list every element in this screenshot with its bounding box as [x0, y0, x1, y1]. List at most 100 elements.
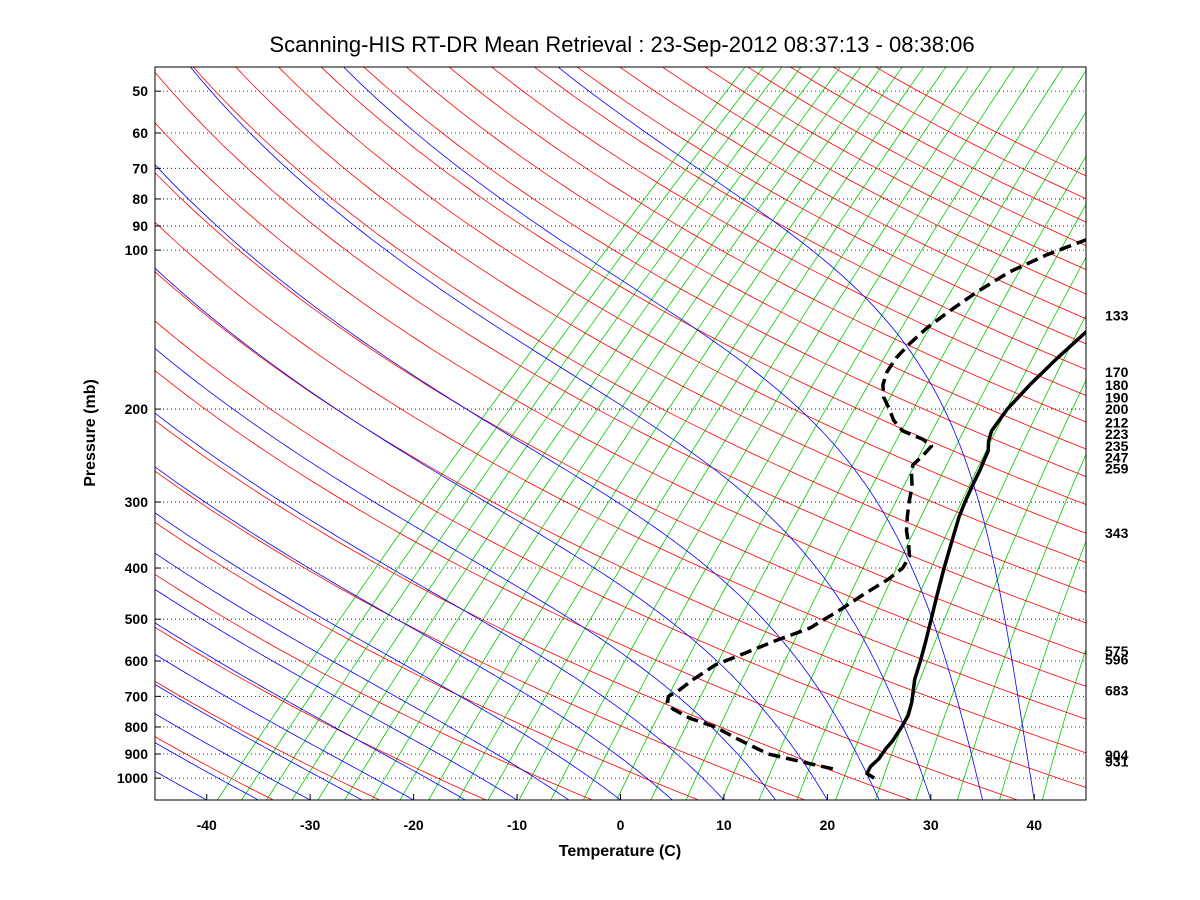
mixing-ratio-line	[371, 67, 861, 800]
mixing-ratio-line	[457, 67, 925, 800]
x-tick-label: 10	[716, 817, 732, 833]
mixing-ratio-line	[758, 155, 1086, 800]
dry-adiabat	[576, 67, 1086, 345]
dry-adiabat	[406, 67, 1086, 450]
mixing-ratio-line	[266, 67, 783, 800]
mixing-ratio-line	[241, 67, 764, 800]
moist-adiabat	[343, 67, 983, 800]
temperature-profile-line	[865, 329, 1086, 780]
dry-adiabat	[155, 470, 805, 800]
mixing-ratio-line	[216, 67, 746, 800]
y-tick-label: 300	[125, 494, 149, 510]
dry-adiabat	[192, 67, 1086, 593]
dry-adiabat	[155, 320, 1086, 788]
moist-adiabat	[155, 466, 673, 800]
mixing-ratio-line	[874, 314, 1086, 800]
dry-adiabat	[747, 67, 1086, 247]
dry-adiabat	[832, 67, 1086, 200]
moist-adiabat	[155, 742, 259, 800]
right-axis-label: 190	[1105, 389, 1129, 405]
mixing-ratio-line	[915, 379, 1086, 800]
right-axis-label: 170	[1105, 364, 1129, 380]
mixing-ratio-line	[550, 67, 992, 800]
dry-adiabat	[534, 67, 1086, 370]
x-axis-ticks: -40 -30 -20 -10 0 10 20 30 40	[197, 794, 1042, 833]
mixing-ratio-line	[583, 67, 1016, 800]
mixing-ratio-line	[721, 111, 1086, 800]
mixing-ratio-line	[650, 67, 1064, 800]
mixing-ratio-line	[796, 203, 1086, 800]
y-tick-label: 80	[132, 191, 148, 207]
y-axis-ticks: 50 60 70 80 90 100 200 300 400 500 600 700 800 900 100…	[117, 83, 161, 786]
dry-adiabat	[155, 573, 593, 800]
mixing-ratio-line	[428, 67, 903, 800]
y-tick-label: 70	[132, 160, 148, 176]
dry-adiabat	[155, 521, 699, 800]
right-axis-label: 596	[1105, 651, 1129, 667]
y-tick-label: 700	[125, 688, 149, 704]
dry-adiabat	[155, 71, 1086, 624]
mixing-ratio-line	[518, 67, 969, 800]
mixing-ratio-line	[344, 67, 841, 800]
right-axis-label: 223	[1105, 426, 1129, 442]
moist-adiabat	[155, 347, 777, 800]
right-axis-label: 575	[1105, 643, 1129, 659]
moist-adiabat	[155, 653, 414, 800]
dry-adiabat	[155, 122, 1086, 655]
dry-adiabat	[662, 67, 1086, 295]
x-tick-label: -30	[300, 817, 320, 833]
y-tick-label: 900	[125, 746, 149, 762]
mixing-ratio-line	[1042, 647, 1086, 800]
right-axis-label: 931	[1105, 754, 1129, 770]
moist-adiabat	[155, 713, 311, 800]
x-axis-label: Temperature (C)	[559, 843, 681, 860]
y-tick-label: 90	[132, 218, 148, 234]
right-axis-label: 259	[1105, 460, 1129, 476]
moist-adiabat	[155, 512, 621, 800]
moist-adiabat	[155, 552, 570, 800]
dry-adiabat	[619, 67, 1086, 320]
mixing-ratio-line	[835, 256, 1086, 800]
y-tick-label: 400	[125, 560, 149, 576]
y-tick-label: 500	[125, 611, 149, 627]
x-tick-label: 20	[820, 817, 836, 833]
right-axis-label: 200	[1105, 401, 1129, 417]
right-axis-label: 235	[1105, 438, 1129, 454]
right-axis-label: 133	[1105, 308, 1129, 324]
dry-adiabat	[790, 67, 1086, 223]
dry-adiabat	[155, 626, 487, 800]
mixing-ratio-line	[399, 67, 882, 800]
dry-adiabat	[448, 67, 1086, 423]
y-tick-label: 60	[132, 125, 148, 141]
mixing-ratio-line	[317, 67, 821, 800]
right-axis-label: 247	[1105, 449, 1129, 465]
moist-adiabat	[155, 588, 518, 800]
right-axis-label: 683	[1105, 683, 1129, 699]
mixing-ratio-line	[957, 453, 1086, 800]
right-axis-label: 904	[1105, 747, 1129, 763]
thermo-background-lines	[155, 67, 1086, 800]
x-tick-label: 40	[1026, 817, 1042, 833]
dry-adiabat	[491, 67, 1086, 396]
dry-adiabat	[235, 67, 1086, 563]
mixing-ratio-line	[291, 67, 802, 800]
dry-adiabat	[278, 67, 1086, 534]
x-tick-label: -10	[507, 817, 527, 833]
x-tick-label: -20	[403, 817, 423, 833]
moist-adiabat	[155, 622, 466, 800]
moist-adiabat	[155, 683, 363, 800]
mixing-ratio-line	[616, 67, 1040, 800]
x-tick-label: 0	[617, 817, 625, 833]
y-tick-label: 100	[125, 242, 149, 258]
y-tick-label: 600	[125, 653, 149, 669]
dry-adiabat	[363, 67, 1086, 477]
dry-adiabat	[704, 67, 1086, 271]
dry-adiabat	[155, 420, 912, 800]
dry-adiabat	[155, 172, 1086, 687]
x-tick-label: 30	[923, 817, 939, 833]
dewpoint-profile-line	[665, 237, 1086, 771]
right-axis-label: 343	[1105, 525, 1129, 541]
right-axis-label: 212	[1105, 414, 1129, 430]
mixing-ratio-line	[999, 540, 1086, 800]
moist-adiabat	[155, 412, 725, 800]
